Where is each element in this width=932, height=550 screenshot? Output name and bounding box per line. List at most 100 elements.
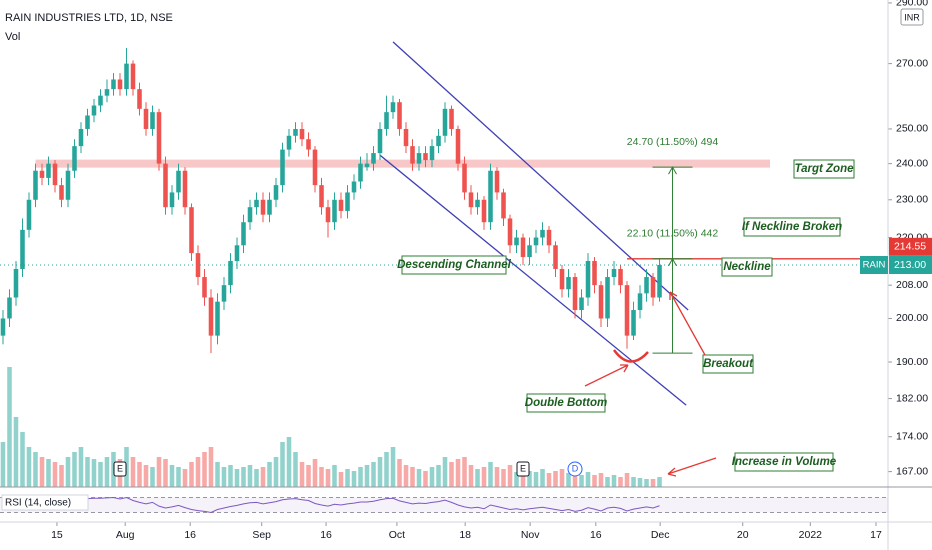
candle-body — [20, 229, 25, 269]
volume-bar — [202, 452, 207, 487]
candle-body — [72, 146, 77, 171]
volume-bar — [566, 473, 571, 487]
volume-bar — [527, 471, 532, 487]
x-tick-label: Aug — [116, 529, 135, 541]
candle-body — [566, 277, 571, 290]
candle-body — [208, 297, 214, 336]
arrow — [667, 457, 717, 477]
double-bottom-curve — [612, 349, 649, 363]
volume-bar — [403, 465, 409, 487]
volume-bar — [78, 447, 84, 487]
candle-body — [13, 268, 19, 298]
volume-bar — [156, 457, 162, 487]
candle-body — [650, 277, 656, 298]
candle-body — [436, 135, 441, 147]
candle-body — [377, 128, 383, 154]
measure-arrow-head — [668, 166, 677, 175]
annotation-box — [721, 257, 773, 277]
volume-bar — [111, 452, 116, 487]
volume-bar — [293, 452, 298, 487]
candle-body — [169, 192, 175, 208]
rsi-legend-box — [1, 494, 89, 511]
candle-body — [462, 163, 467, 193]
candle-body — [533, 237, 539, 246]
volume-bar — [592, 475, 597, 487]
y-tick-label: 290.00 — [896, 0, 928, 9]
candle-body — [416, 153, 422, 164]
volume-bar — [364, 465, 370, 487]
volume-bar — [221, 467, 227, 487]
candle-body — [332, 199, 337, 223]
volume-bar — [598, 473, 604, 487]
candle-body — [442, 108, 448, 136]
candle-body — [33, 170, 38, 200]
candle-body — [501, 192, 506, 219]
rsi-line — [2, 496, 660, 514]
volume-bar — [611, 475, 617, 487]
chart-title: RAIN INDUSTRIES LTD, 1D, NSE — [5, 12, 173, 24]
candle-body — [598, 285, 604, 319]
volume-bar — [241, 467, 246, 487]
volume-bar — [475, 469, 480, 487]
volume-bar — [306, 465, 311, 487]
volume-bar — [468, 465, 474, 487]
price-tag — [889, 237, 932, 256]
candle-body — [293, 128, 298, 136]
volume-bar — [618, 477, 623, 487]
y-tick-label: 190.00 — [896, 356, 928, 368]
volume-bar — [124, 447, 129, 487]
volume-bar — [390, 447, 396, 487]
volume-bar — [163, 459, 168, 487]
candle-body — [579, 297, 584, 311]
volume-bar — [540, 469, 545, 487]
volume-bar — [0, 442, 6, 487]
x-tick-label: Dec — [651, 529, 670, 541]
volume-bar — [91, 459, 97, 487]
candle-body — [592, 261, 597, 286]
volume-bar — [416, 469, 422, 487]
volume-bar — [644, 479, 649, 487]
event-marker — [113, 461, 127, 477]
volume-bar — [520, 469, 526, 487]
x-tick-label: 17 — [870, 529, 882, 541]
annotation: Breakout — [703, 358, 754, 370]
x-tick-label: 16 — [590, 529, 602, 541]
candle-body — [228, 261, 233, 286]
x-tick-label: 16 — [184, 529, 196, 541]
candle-body — [488, 170, 493, 223]
annotation-box — [743, 217, 841, 237]
volume-bar — [20, 432, 25, 487]
event-marker — [516, 461, 530, 477]
annotation-box — [526, 393, 606, 413]
volume-bar — [650, 479, 656, 487]
volume-bar — [585, 472, 591, 487]
volume-bar — [514, 472, 519, 487]
y-tick-label: 208.00 — [896, 279, 928, 291]
volume-bar — [605, 477, 610, 487]
candle-body — [410, 146, 415, 164]
volume-bar — [52, 462, 58, 487]
candle-body — [91, 105, 97, 116]
x-tick-label: 15 — [51, 529, 63, 541]
candle-body — [468, 192, 474, 208]
candle-body — [319, 185, 324, 208]
candle-body — [234, 245, 240, 262]
volume-bar — [7, 367, 12, 487]
candle-body — [507, 218, 513, 246]
candle-body — [429, 146, 435, 161]
y-tick-label: 200.00 — [896, 312, 928, 324]
candle-body — [390, 102, 396, 113]
candle-body — [637, 293, 643, 311]
x-tick-label: Oct — [389, 529, 405, 541]
volume-bar — [260, 467, 266, 487]
volume-bar — [332, 465, 337, 487]
candle-body — [137, 89, 142, 109]
x-tick-label: 16 — [320, 529, 332, 541]
candle-body — [143, 108, 149, 129]
volume-bar — [410, 467, 415, 487]
candle-body — [611, 268, 617, 278]
volume-bar — [137, 462, 142, 487]
candle-body — [202, 277, 207, 298]
volume-bar — [397, 459, 402, 487]
volume-bar — [143, 465, 149, 487]
